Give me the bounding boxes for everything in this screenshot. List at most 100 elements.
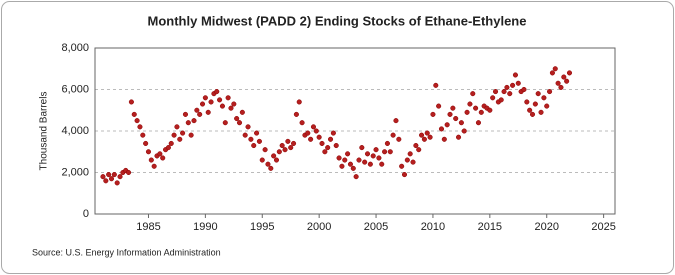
point <box>140 132 146 138</box>
point <box>450 105 456 111</box>
point <box>199 101 206 107</box>
point <box>455 134 462 140</box>
point <box>208 99 214 105</box>
point <box>436 103 442 109</box>
point <box>288 145 294 151</box>
point <box>222 120 228 126</box>
point <box>185 120 191 126</box>
point <box>313 128 319 134</box>
point <box>293 111 299 117</box>
point <box>279 142 285 149</box>
point <box>421 136 427 142</box>
point <box>453 116 459 122</box>
point <box>473 105 479 111</box>
point <box>336 155 342 161</box>
point <box>404 157 410 163</box>
point <box>475 120 482 126</box>
point <box>424 130 430 136</box>
point <box>399 163 405 169</box>
point <box>319 140 325 146</box>
point <box>296 99 302 105</box>
point <box>345 151 351 157</box>
x-tick-label: 2025 <box>591 221 615 233</box>
point <box>490 95 496 101</box>
point <box>262 147 268 153</box>
point <box>342 157 348 163</box>
point <box>205 109 211 115</box>
y-axis-label: Thousand Barrels <box>39 92 50 171</box>
point <box>268 165 274 171</box>
point <box>492 89 499 95</box>
chart-title: Monthly Midwest (PADD 2) Ending Stocks o… <box>148 13 527 28</box>
x-tick-label: 2015 <box>478 221 502 233</box>
point <box>214 89 220 95</box>
point <box>558 84 564 90</box>
point <box>239 109 245 115</box>
point <box>515 80 521 86</box>
point <box>325 145 331 151</box>
point <box>527 107 533 113</box>
plot-area <box>94 47 616 215</box>
point <box>145 149 152 155</box>
point <box>419 132 425 138</box>
point <box>333 142 339 149</box>
point <box>430 111 436 117</box>
point <box>544 103 550 109</box>
point <box>276 149 282 155</box>
x-tick-label: 2010 <box>421 221 445 233</box>
y-tick-label: 2,000 <box>61 166 89 178</box>
point <box>364 151 371 157</box>
point <box>547 89 553 95</box>
point <box>131 111 137 117</box>
point <box>225 95 231 101</box>
point <box>510 82 516 88</box>
point <box>470 91 476 97</box>
point <box>339 163 345 169</box>
point <box>532 101 538 107</box>
point <box>350 165 356 171</box>
point <box>103 178 109 184</box>
point <box>191 118 197 124</box>
point <box>327 136 334 142</box>
point <box>168 140 174 146</box>
x-tick-label: 2005 <box>364 221 388 233</box>
point <box>347 161 353 167</box>
point <box>535 91 541 97</box>
point <box>566 70 573 76</box>
point <box>106 172 112 178</box>
point <box>117 174 123 180</box>
point <box>379 161 385 167</box>
y-tick-label: 6,000 <box>61 83 89 95</box>
point <box>447 111 453 117</box>
point <box>461 128 467 134</box>
point <box>410 159 416 165</box>
point <box>143 140 149 146</box>
point <box>427 134 433 140</box>
point <box>382 149 388 155</box>
point <box>413 142 419 149</box>
point <box>433 82 439 88</box>
point <box>197 111 203 117</box>
x-tick-label: 2000 <box>307 221 331 233</box>
point <box>219 103 225 109</box>
point <box>444 122 450 128</box>
point <box>236 120 243 126</box>
point <box>356 157 362 163</box>
point <box>458 120 464 126</box>
point <box>561 74 567 80</box>
point <box>265 161 271 167</box>
point <box>521 86 527 93</box>
point <box>512 72 518 78</box>
point <box>114 180 120 186</box>
point <box>367 161 373 167</box>
point <box>467 101 473 107</box>
point <box>416 147 422 153</box>
point <box>111 172 117 178</box>
point <box>194 107 200 113</box>
point <box>291 140 297 146</box>
point <box>552 66 558 72</box>
point <box>555 80 561 86</box>
point <box>353 174 359 180</box>
point <box>171 132 177 138</box>
